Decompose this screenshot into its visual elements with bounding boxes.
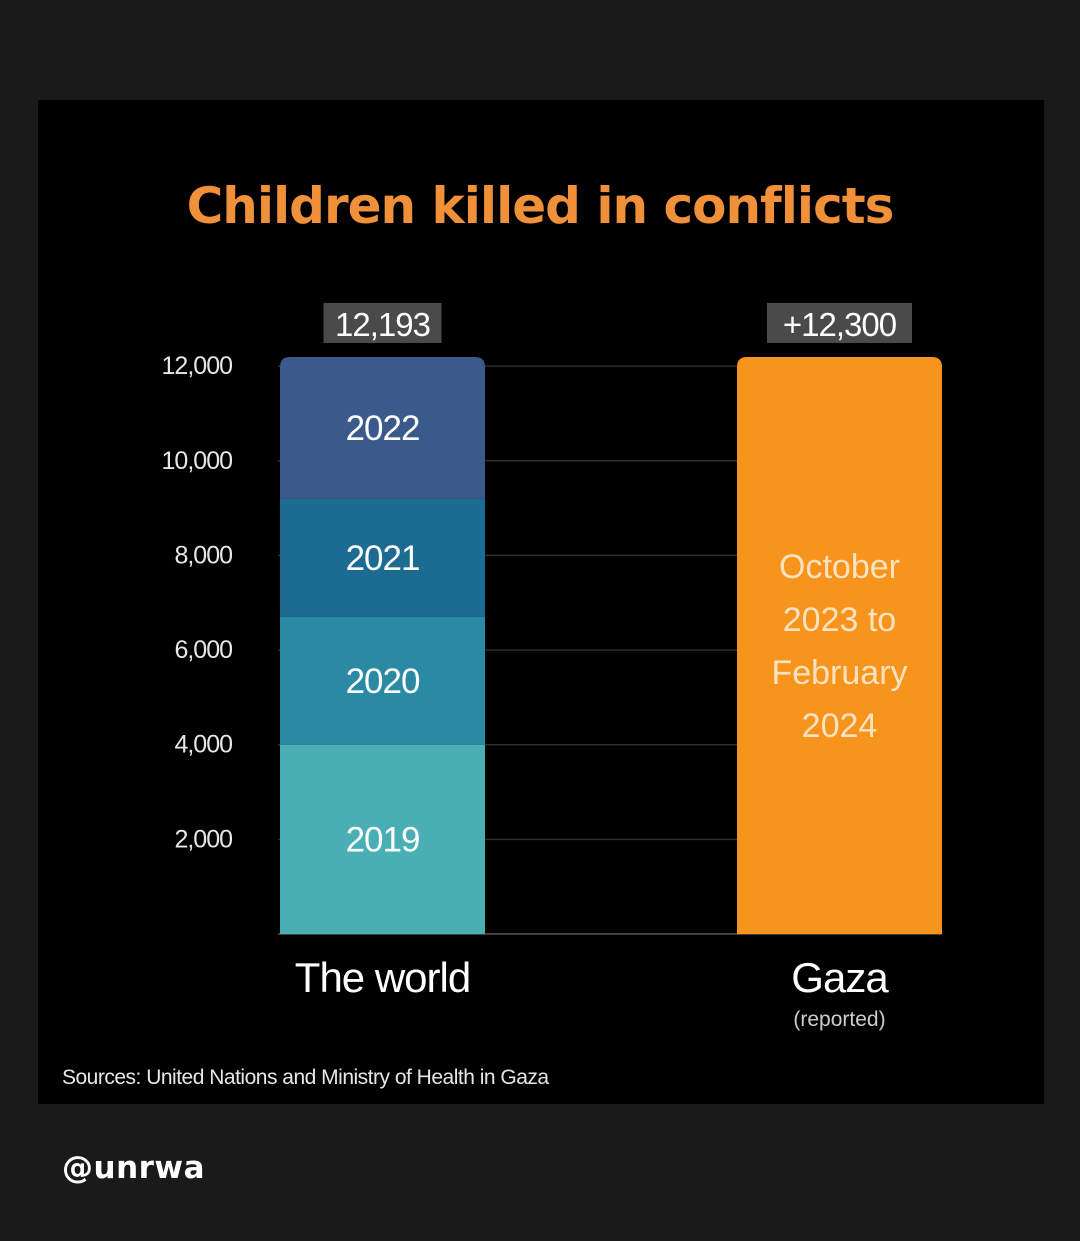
y-tick-label: 8,000	[174, 541, 232, 569]
y-tick-label: 12,000	[162, 352, 233, 380]
bar-segment	[280, 616, 485, 745]
bar-segment	[280, 357, 485, 499]
y-tick-label: 10,000	[162, 447, 233, 475]
category-label: Gaza	[791, 954, 889, 1001]
total-label: 12,193	[335, 306, 430, 343]
segment-label: 2022	[346, 409, 420, 448]
y-tick-label: 6,000	[174, 636, 232, 664]
segment-label-line: February	[771, 654, 907, 692]
total-label-box	[323, 303, 442, 343]
bar-segment	[280, 744, 485, 934]
bar-segment	[737, 357, 942, 934]
segment-label-line: October	[779, 548, 900, 586]
segment-label: 2020	[346, 662, 420, 701]
y-tick-label: 2,000	[174, 825, 232, 853]
source-note: Sources: United Nations and Ministry of …	[62, 1066, 549, 1089]
segment-label: 2019	[346, 820, 420, 859]
y-tick-label: 4,000	[174, 731, 232, 759]
total-label-box	[767, 303, 912, 343]
segment-label: 2021	[346, 539, 420, 578]
category-sublabel: (reported)	[793, 1008, 885, 1031]
category-label: The world	[295, 954, 470, 1001]
account-handle: @unrwa	[62, 1150, 205, 1186]
total-label: +12,300	[783, 306, 897, 343]
bar-segment	[280, 498, 485, 617]
chart-title: Children killed in conflicts	[187, 177, 894, 235]
segment-label-line: 2023 to	[783, 601, 896, 639]
segment-label-line: 2024	[802, 707, 878, 745]
